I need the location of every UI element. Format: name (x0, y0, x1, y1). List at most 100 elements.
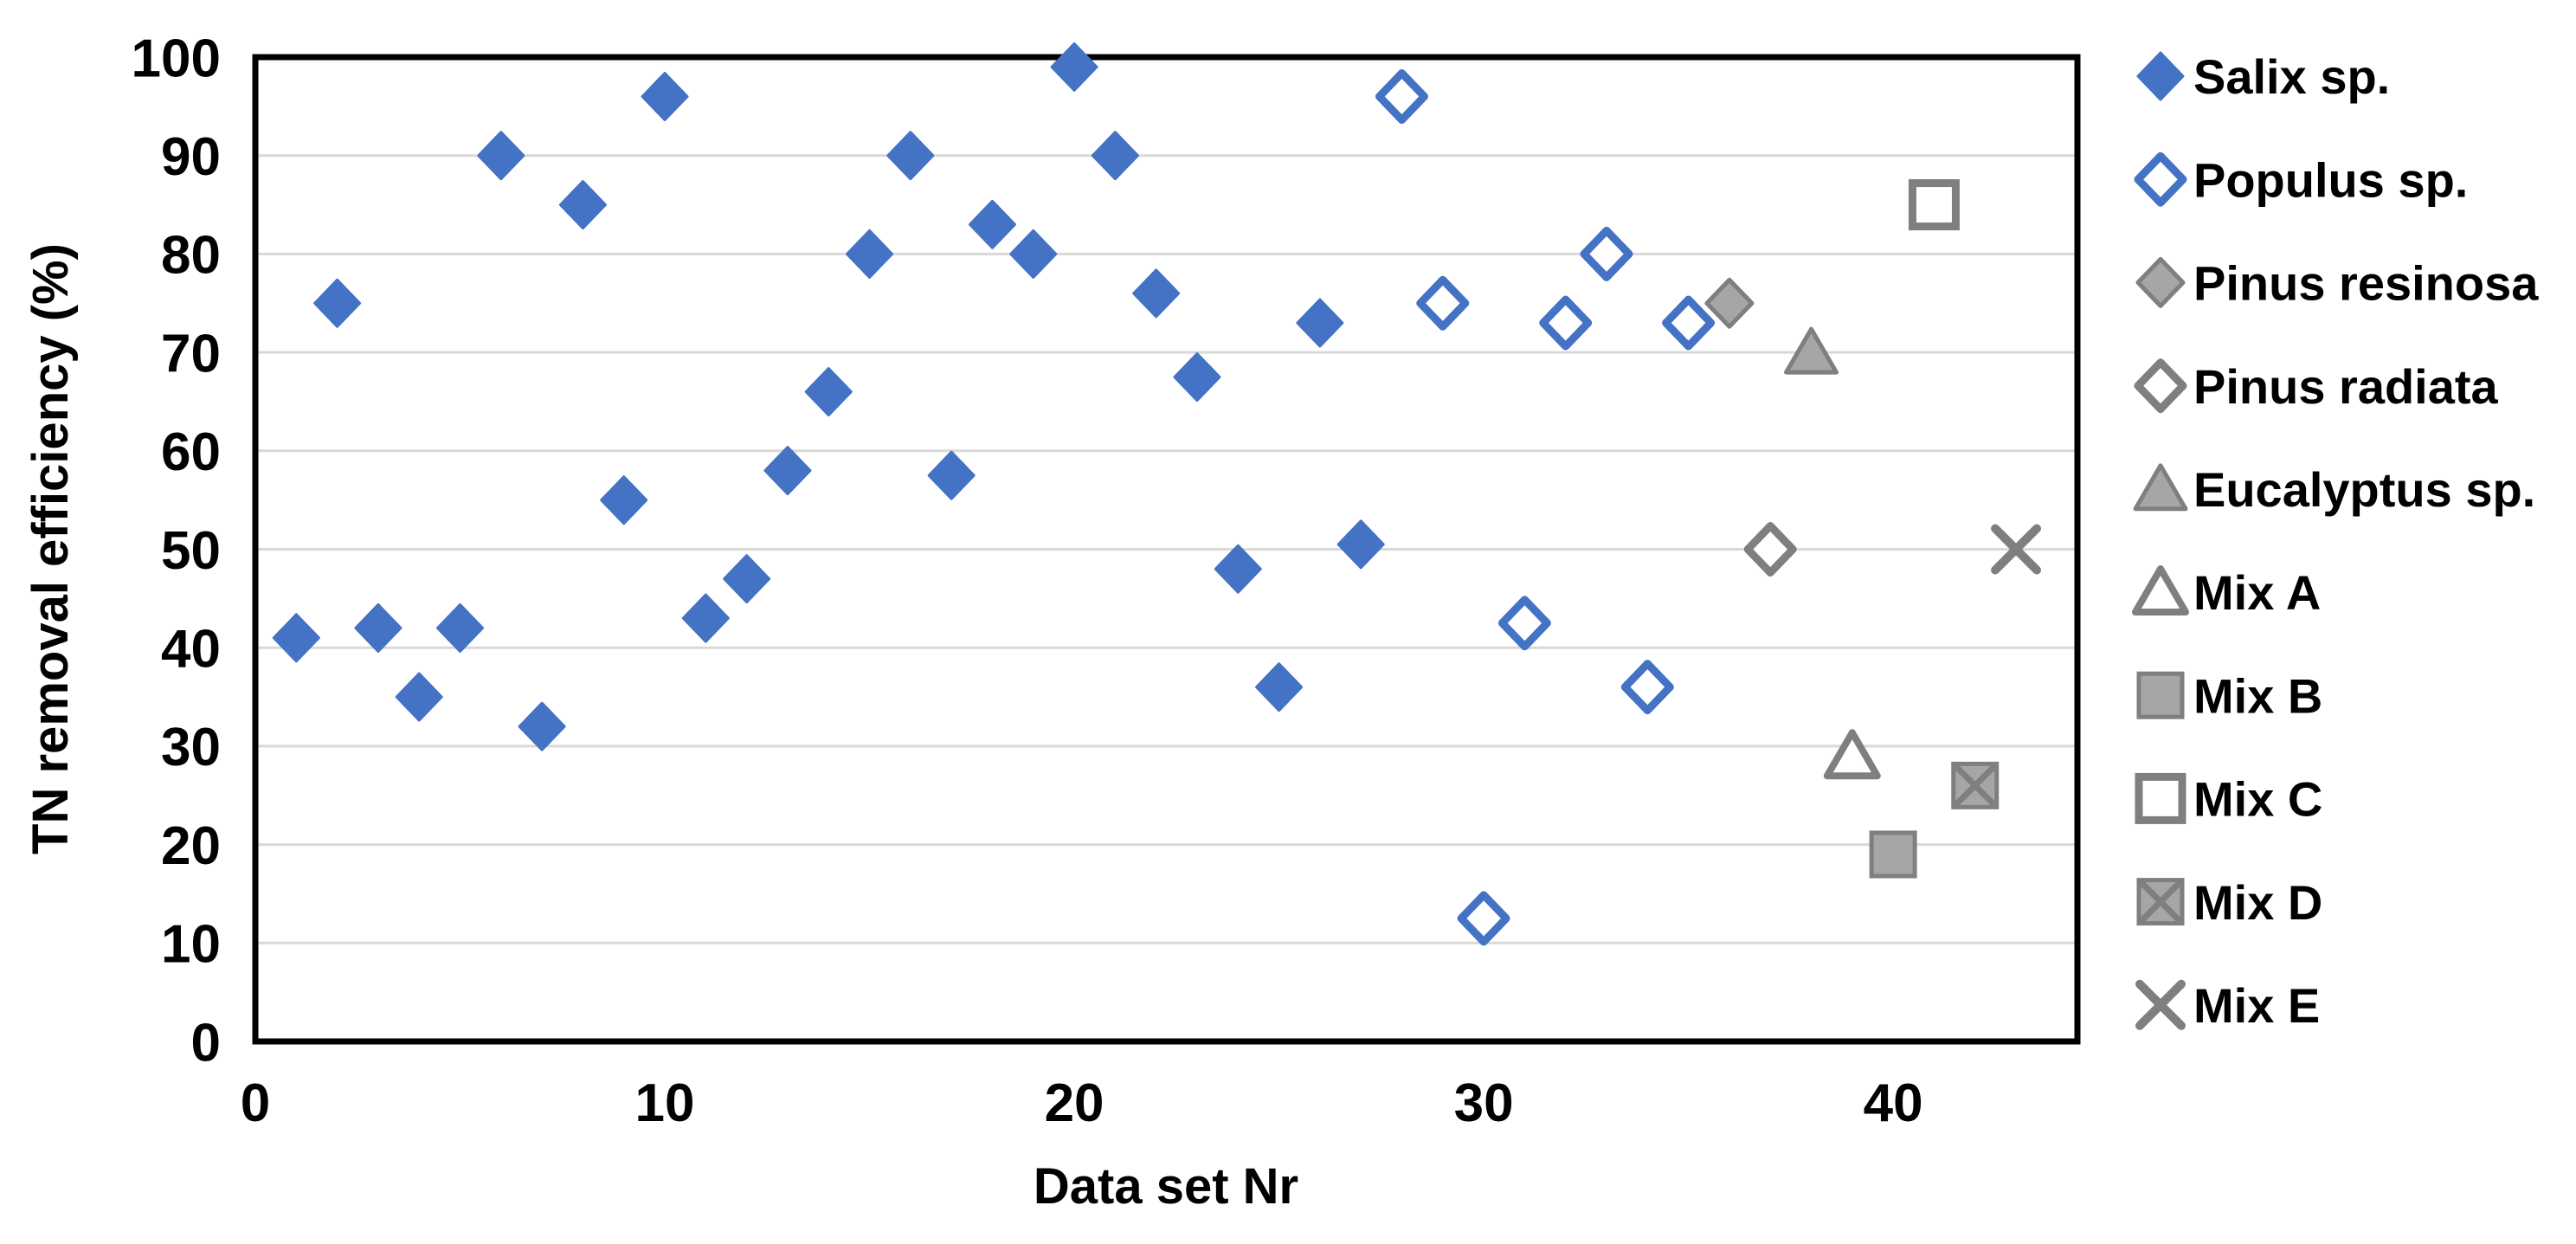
series-pinus-radiata (1743, 522, 1797, 577)
salix-sp--marker (395, 672, 443, 722)
mix-d-marker (2136, 878, 2185, 926)
y-tick-label: 90 (161, 127, 221, 187)
legend-label: Pinus resinosa (2193, 256, 2539, 311)
legend-label: Mix D (2193, 875, 2322, 930)
mix-b-marker (2136, 671, 2185, 719)
salix-sp--marker (272, 613, 320, 663)
y-tick-label: 20 (161, 816, 221, 876)
x-tick-label: 0 (241, 1073, 270, 1133)
salix-sp--marker (600, 475, 648, 525)
series-mix-e (1991, 524, 2042, 575)
salix-sp--marker (1336, 519, 1385, 570)
legend-item-populus-sp-: Populus sp. (2134, 151, 2468, 207)
legend-item-pinus-radiata: Pinus radiata (2134, 358, 2499, 414)
y-tick-label: 70 (161, 324, 221, 384)
populus-sp--marker (1497, 596, 1551, 651)
legend-item-mix-a: Mix A (2132, 565, 2321, 620)
salix-sp--marker (2136, 51, 2185, 101)
series-mix-b (1869, 830, 1917, 879)
series-populus-sp- (1375, 68, 1716, 946)
y-tick-label: 40 (161, 620, 221, 680)
pinus-resinosa-marker (1704, 277, 1755, 329)
mix-e-marker (1991, 524, 2042, 575)
y-tick-label: 60 (161, 422, 221, 482)
populus-sp--marker (1662, 295, 1716, 351)
salix-sp--marker (477, 131, 525, 181)
populus-sp--marker (1457, 891, 1510, 946)
x-tick-label: 40 (1864, 1073, 1923, 1133)
legend: Salix sp. Populus sp. Pinus resinosa Pinus … (2132, 49, 2539, 1033)
eucalyptus-sp--marker (1784, 326, 1839, 375)
salix-sp--marker (846, 229, 894, 279)
salix-sp--marker (1173, 352, 1221, 403)
salix-sp--marker (1255, 662, 1304, 712)
y-tick-label: 80 (161, 226, 221, 286)
salix-sp--marker (723, 554, 771, 604)
populus-sp--marker (1580, 226, 1633, 281)
salix-sp--marker (681, 593, 730, 643)
pinus-radiata-marker (2134, 358, 2187, 414)
salix-sp--marker (518, 701, 566, 751)
pinus-radiata-marker (1743, 522, 1797, 577)
legend-item-mix-e: Mix E (2135, 978, 2320, 1033)
legend-label: Eucalyptus sp. (2193, 462, 2535, 517)
legend-item-mix-d: Mix D (2136, 875, 2322, 930)
legend-label: Populus sp. (2193, 152, 2468, 207)
legend-item-mix-c: Mix C (2135, 772, 2322, 827)
salix-sp--marker (886, 131, 935, 181)
salix-sp--marker (436, 603, 485, 653)
legend-label: Mix E (2193, 978, 2320, 1033)
salix-sp--marker (1009, 229, 1058, 279)
series-mix-c (1908, 179, 1960, 231)
pinus-resinosa-marker (2135, 256, 2186, 308)
salix-sp--marker (804, 367, 853, 417)
salix-sp--marker (763, 446, 812, 496)
series-salix-sp- (272, 42, 1385, 751)
mix-e-marker (2135, 979, 2186, 1030)
x-axis-tick-labels: 0 10 20 30 40 (241, 1073, 1923, 1133)
y-tick-label: 0 (191, 1013, 221, 1073)
salix-sp--marker (1296, 298, 1344, 348)
mix-b-marker (1869, 830, 1917, 879)
mix-a-marker (2132, 565, 2189, 616)
salix-sp--marker (1091, 131, 1139, 181)
eucalyptus-sp--marker (2133, 463, 2188, 512)
series-eucalyptus-sp- (1784, 326, 1839, 375)
series-mix-a (1823, 729, 1881, 780)
legend-item-eucalyptus-sp-: Eucalyptus sp. (2133, 462, 2535, 517)
y-tick-label: 50 (161, 521, 221, 581)
salix-sp--marker (641, 71, 689, 121)
populus-sp--marker (1416, 275, 1470, 331)
salix-sp--marker (927, 450, 976, 500)
x-tick-label: 10 (635, 1073, 695, 1133)
legend-item-pinus-resinosa: Pinus resinosa (2135, 256, 2539, 311)
legend-label: Mix B (2193, 668, 2322, 723)
legend-label: Salix sp. (2193, 49, 2390, 104)
data-points (272, 42, 2042, 946)
salix-sp--marker (313, 278, 362, 328)
populus-sp--marker (1539, 295, 1593, 351)
legend-label: Mix A (2193, 565, 2321, 620)
legend-label: Mix C (2193, 772, 2322, 827)
populus-sp--marker (2134, 151, 2187, 207)
salix-sp--marker (1132, 268, 1181, 319)
y-tick-label: 30 (161, 718, 221, 777)
series-pinus-resinosa (1704, 277, 1755, 329)
x-axis-title: Data set Nr (1034, 1158, 1298, 1215)
salix-sp--marker (968, 199, 1016, 249)
populus-sp--marker (1620, 660, 1674, 715)
legend-item-salix-sp-: Salix sp. (2136, 49, 2390, 104)
salix-sp--marker (1050, 42, 1098, 92)
salix-sp--marker (558, 180, 607, 230)
x-tick-label: 20 (1045, 1073, 1104, 1133)
mix-c-marker (1908, 179, 1960, 231)
gridlines (255, 154, 2077, 944)
y-axis-tick-labels: 0 10 20 30 40 50 60 70 80 90 100 (132, 29, 221, 1073)
y-tick-label: 100 (132, 29, 221, 88)
y-tick-label: 10 (161, 915, 221, 975)
salix-sp--marker (1214, 544, 1262, 594)
legend-label: Pinus radiata (2193, 359, 2499, 414)
series-mix-d (1951, 761, 2000, 809)
